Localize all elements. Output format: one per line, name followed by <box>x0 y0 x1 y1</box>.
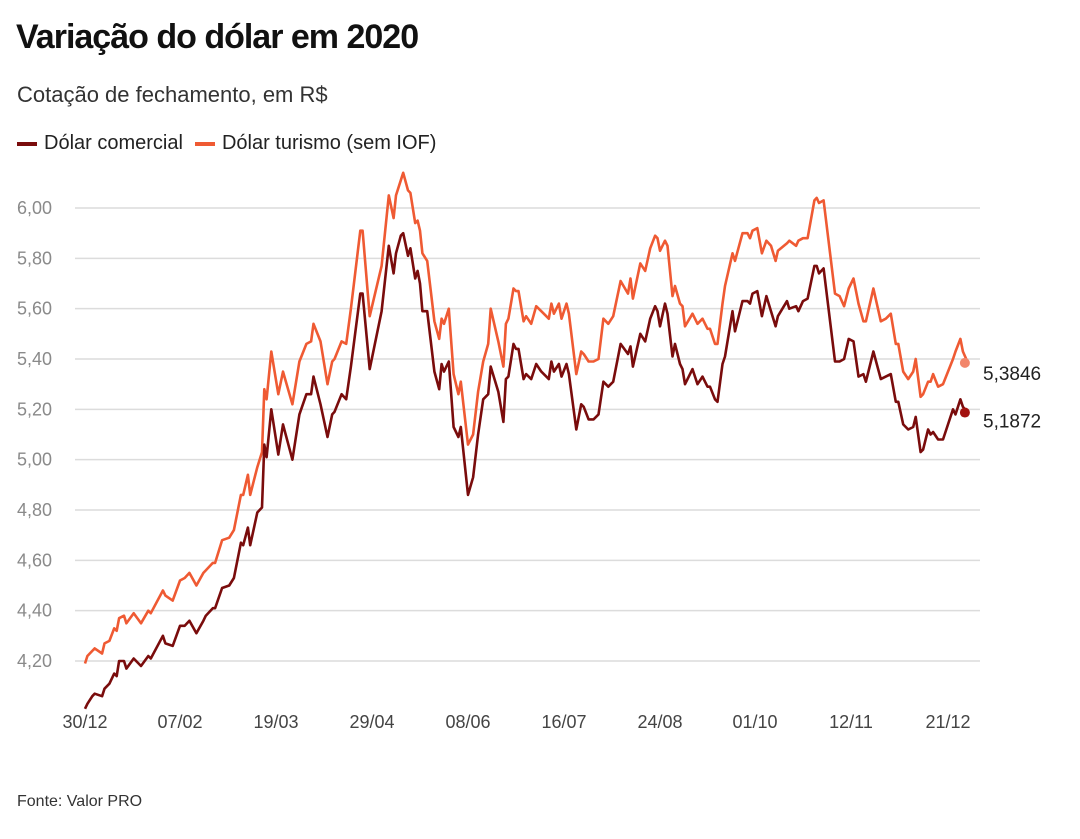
legend-label-turismo: Dólar turismo (sem IOF) <box>221 132 437 154</box>
y-tick-label: 4,60 <box>17 550 52 570</box>
end-point-comercial <box>959 407 970 418</box>
x-tick-label: 21/12 <box>925 712 970 732</box>
x-tick-label: 07/02 <box>157 712 202 732</box>
x-tick-label: 12/11 <box>829 712 873 732</box>
end-label-comercial: 5,1872 <box>983 412 1041 433</box>
source-note: Fonte: Valor PRO <box>17 793 143 810</box>
x-tick-label: 01/10 <box>732 712 777 732</box>
legend-swatch-turismo <box>194 141 215 146</box>
y-tick-label: 5,60 <box>17 299 52 319</box>
series-line-comercial <box>83 231 969 710</box>
x-tick-label: 08/06 <box>445 712 490 732</box>
x-tick-label: 30/12 <box>62 712 107 732</box>
y-tick-label: 5,00 <box>17 450 52 470</box>
y-tick-label: 5,20 <box>17 399 52 419</box>
legend-label-comercial: Dólar comercial <box>44 132 183 154</box>
end-label-turismo: 5,3846 <box>983 364 1041 385</box>
x-tick-label: 16/07 <box>541 712 586 732</box>
x-tick-label: 19/03 <box>253 712 298 732</box>
end-point-turismo <box>959 357 970 368</box>
chart-title: Variação do dólar em 2020 <box>16 18 419 56</box>
legend-swatch-comercial <box>17 141 37 146</box>
x-tick-label: 29/04 <box>349 712 394 732</box>
y-tick-label: 4,40 <box>17 601 52 621</box>
y-tick-label: 4,20 <box>17 651 52 671</box>
legend-item-turismo: Dólar turismo (sem IOF) <box>194 132 437 155</box>
legend: Dólar comercial Dólar turismo (sem IOF) <box>17 132 436 155</box>
series-line-turismo <box>83 171 970 664</box>
y-tick-label: 5,80 <box>17 248 52 268</box>
chart-subtitle: Cotação de fechamento, em R$ <box>17 82 328 107</box>
y-tick-label: 4,80 <box>17 500 52 520</box>
legend-item-comercial: Dólar comercial <box>17 132 183 155</box>
y-tick-label: 6,00 <box>17 198 52 218</box>
x-tick-label: 24/08 <box>637 712 682 732</box>
y-tick-label: 5,40 <box>17 349 52 369</box>
